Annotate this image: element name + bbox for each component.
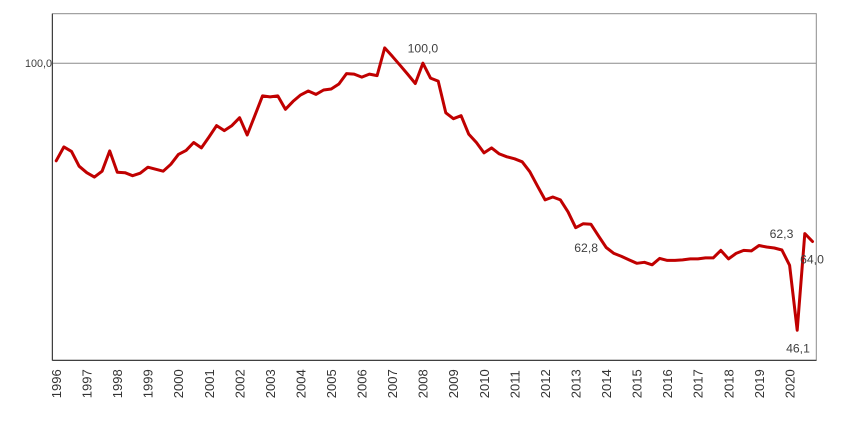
svg-text:2001: 2001 <box>202 369 217 398</box>
svg-text:2006: 2006 <box>355 369 370 398</box>
svg-text:100,0: 100,0 <box>408 42 439 56</box>
svg-text:64,0: 64,0 <box>800 252 824 266</box>
svg-text:2003: 2003 <box>263 369 278 398</box>
svg-text:2012: 2012 <box>538 369 553 398</box>
svg-text:2018: 2018 <box>721 369 736 398</box>
svg-text:2011: 2011 <box>507 370 522 398</box>
svg-text:62,3: 62,3 <box>770 227 794 241</box>
svg-text:2016: 2016 <box>660 369 675 398</box>
svg-text:2004: 2004 <box>294 369 309 398</box>
svg-text:2008: 2008 <box>416 369 431 398</box>
svg-text:2009: 2009 <box>446 369 461 398</box>
svg-text:1996: 1996 <box>49 369 64 398</box>
svg-text:2010: 2010 <box>477 369 492 398</box>
svg-text:2013: 2013 <box>569 369 584 398</box>
svg-text:62,8: 62,8 <box>574 241 598 255</box>
svg-text:2007: 2007 <box>385 369 400 398</box>
svg-text:2014: 2014 <box>599 369 614 398</box>
svg-text:1997: 1997 <box>80 369 95 398</box>
svg-text:100,0: 100,0 <box>25 58 52 70</box>
svg-text:1998: 1998 <box>110 369 125 398</box>
svg-text:2015: 2015 <box>630 369 645 398</box>
svg-text:2017: 2017 <box>691 369 706 398</box>
svg-text:2002: 2002 <box>232 369 247 398</box>
svg-text:2019: 2019 <box>752 369 767 398</box>
svg-text:2020: 2020 <box>782 369 797 398</box>
svg-text:1999: 1999 <box>141 369 156 398</box>
svg-text:2005: 2005 <box>324 369 339 398</box>
svg-text:2000: 2000 <box>171 369 186 398</box>
svg-text:46,1: 46,1 <box>786 341 810 355</box>
